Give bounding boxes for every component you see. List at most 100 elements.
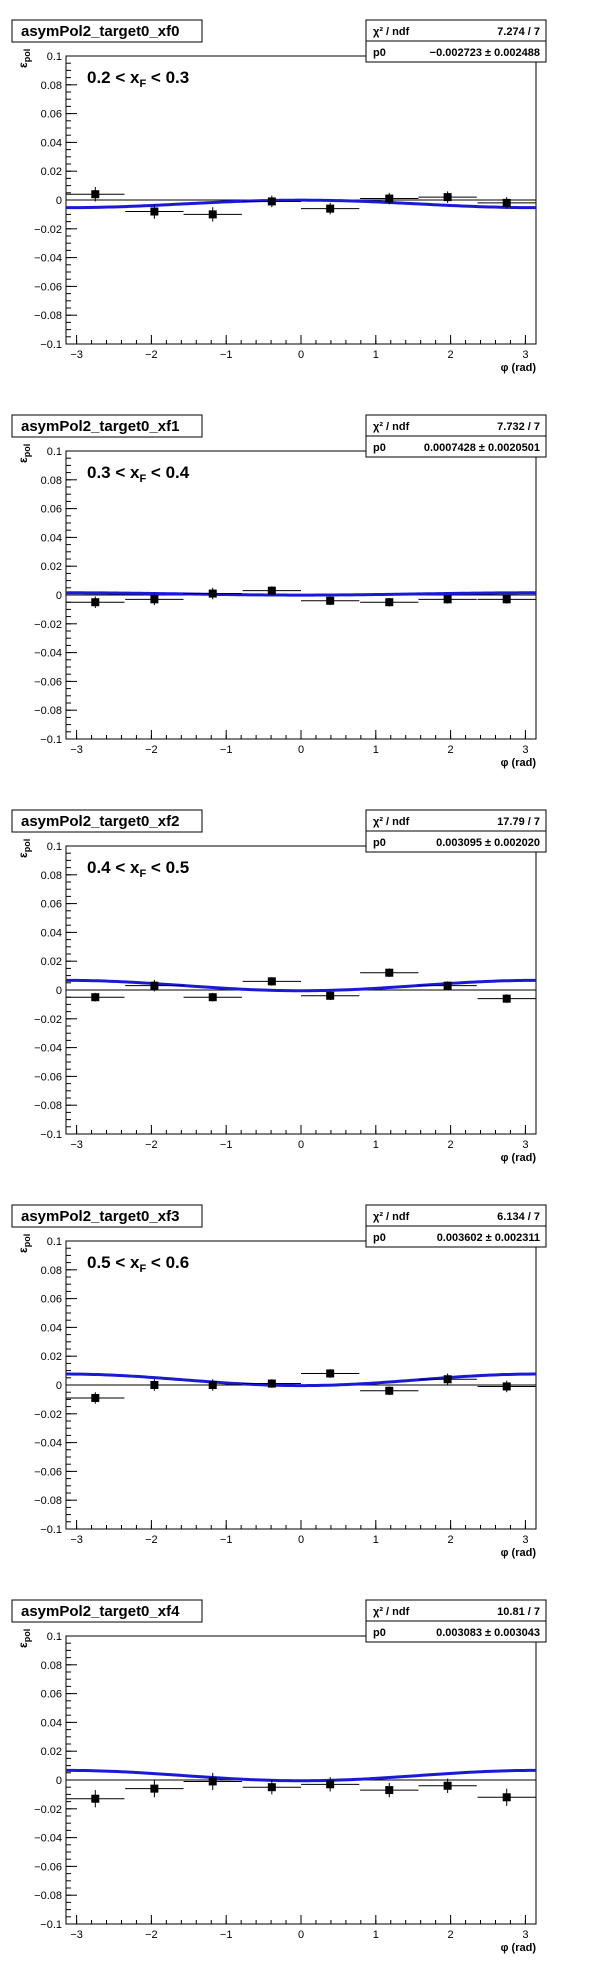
x-tick-label: −3 xyxy=(70,744,83,756)
chart-svg: asymPol2_target0_xf4 −0.1 −0.08 −0.06 −0.04 −… xyxy=(11,1599,547,1954)
y-tick-label: −0.1 xyxy=(40,1129,62,1141)
data-point xyxy=(360,968,419,978)
point-marker xyxy=(91,993,100,1002)
y-tick-label: −0.1 xyxy=(40,339,62,351)
y-tick-label: −0.1 xyxy=(40,1919,62,1931)
y-axis-label: εpol xyxy=(16,1629,32,1648)
x-tick-label: 2 xyxy=(448,744,454,756)
data-point xyxy=(477,595,536,604)
point-marker xyxy=(91,598,100,607)
y-tick-label: −0.08 xyxy=(34,1495,62,1507)
point-marker xyxy=(443,981,452,990)
x-tick-label: 1 xyxy=(373,349,379,361)
y-axis-label-main: ε xyxy=(16,457,30,463)
data-point xyxy=(418,1373,477,1385)
x-tick-label: 2 xyxy=(448,1929,454,1941)
data-point xyxy=(418,191,477,203)
y-tick-label: −0.08 xyxy=(34,1100,62,1112)
point-marker xyxy=(91,190,100,199)
x-tick-label: 2 xyxy=(448,1534,454,1546)
y-tick-label: −0.04 xyxy=(34,1438,62,1450)
data-point xyxy=(477,1380,536,1393)
title-frame xyxy=(11,19,203,43)
xf-range-label: 0.4 < xF < 0.5 xyxy=(87,858,189,880)
y-axis-label-main: ε xyxy=(16,1247,30,1253)
y-axis-label-sub: pol xyxy=(22,1234,32,1248)
point-marker xyxy=(443,1375,452,1384)
y-tick-label: 0.02 xyxy=(41,166,62,178)
y-tick-label: −0.02 xyxy=(34,1014,62,1026)
y-axis-label: εpol xyxy=(16,839,32,858)
y-tick-label: 0 xyxy=(56,195,62,207)
point-marker xyxy=(502,1382,511,1391)
chart-svg: asymPol2_target0_xf0 −0.1 −0.08 −0.06 −0.04 −… xyxy=(11,19,547,374)
chi2-label: χ² / ndf xyxy=(373,816,410,828)
chart-panel-3: asymPol2_target0_xf3 −0.1 −0.08 −0.06 −0.04 −… xyxy=(0,1185,596,1580)
data-point xyxy=(477,197,536,209)
y-tick-label: 0.1 xyxy=(47,1631,62,1643)
y-tick-label: 0.06 xyxy=(41,899,62,911)
data-point xyxy=(66,992,125,1002)
y-tick-label: 0.08 xyxy=(41,80,62,92)
xf-range-trail: < 0.4 xyxy=(146,463,190,482)
x-tick-label: −1 xyxy=(220,744,233,756)
data-point xyxy=(125,204,184,219)
x-tick-label: 3 xyxy=(522,744,528,756)
data-point xyxy=(125,593,184,606)
data-point xyxy=(125,1780,184,1798)
x-tick-label: 0 xyxy=(298,1534,304,1546)
chart-title-box: asymPol2_target0_xf4 xyxy=(11,1599,203,1623)
x-tick-label: 3 xyxy=(522,1139,528,1151)
point-marker xyxy=(326,204,335,213)
point-marker xyxy=(267,1783,276,1792)
chi2-value: 7.732 / 7 xyxy=(497,421,540,433)
xf-range-lead: 0.4 < x xyxy=(87,858,140,877)
p0-label: p0 xyxy=(373,442,386,454)
y-axis-label: εpol xyxy=(16,444,32,463)
x-tick-label: 3 xyxy=(522,1534,528,1546)
point-marker xyxy=(443,595,452,604)
y-tick-label: 0.1 xyxy=(47,841,62,853)
y-tick-label: −0.06 xyxy=(34,1071,62,1083)
chart-title: asymPol2_target0_xf2 xyxy=(21,813,179,830)
y-tick-label: 0 xyxy=(56,985,62,997)
data-point xyxy=(360,192,419,205)
point-marker xyxy=(91,1794,100,1803)
x-tick-label: 0 xyxy=(298,1929,304,1941)
point-marker xyxy=(208,1777,217,1786)
x-tick-label: −3 xyxy=(70,349,83,361)
chart-title-box: asymPol2_target0_xf0 xyxy=(11,19,203,43)
point-marker xyxy=(208,993,217,1002)
point-marker xyxy=(267,197,276,206)
p0-value: −0.002723 ± 0.002488 xyxy=(430,47,540,59)
data-point xyxy=(477,994,536,1003)
xf-range-trail: < 0.6 xyxy=(146,1253,189,1272)
point-marker xyxy=(91,1393,100,1402)
y-tick-label: −0.04 xyxy=(34,648,62,660)
chart-svg: asymPol2_target0_xf1 −0.1 −0.08 −0.06 −0.04 −… xyxy=(11,414,547,769)
fit-curve xyxy=(66,1768,536,1783)
y-tick-label: −0.04 xyxy=(34,1043,62,1055)
chi2-label: χ² / ndf xyxy=(373,421,410,433)
data-point xyxy=(242,586,301,595)
y-tick-label: 0.04 xyxy=(41,137,62,149)
p0-label: p0 xyxy=(373,1627,386,1639)
y-tick-label: 0 xyxy=(56,1380,62,1392)
y-tick-label: 0.04 xyxy=(41,1322,62,1334)
point-marker xyxy=(502,595,511,604)
title-frame xyxy=(11,1599,203,1623)
xf-range-sub: F xyxy=(139,868,146,880)
point-marker xyxy=(150,595,159,604)
data-point xyxy=(301,991,360,1001)
y-tick-label: −0.06 xyxy=(34,676,62,688)
fit-curve xyxy=(66,591,536,597)
xf-range-label: 0.5 < xF < 0.6 xyxy=(87,1253,189,1275)
fit-curve xyxy=(65,978,537,993)
data-point xyxy=(183,207,242,222)
data-point xyxy=(66,596,125,608)
point-marker xyxy=(208,210,217,219)
point-marker xyxy=(150,1784,159,1793)
p0-value: 0.0007428 ± 0.0020501 xyxy=(424,442,540,454)
x-tick-label: −3 xyxy=(70,1139,83,1151)
data-point xyxy=(66,1392,125,1404)
